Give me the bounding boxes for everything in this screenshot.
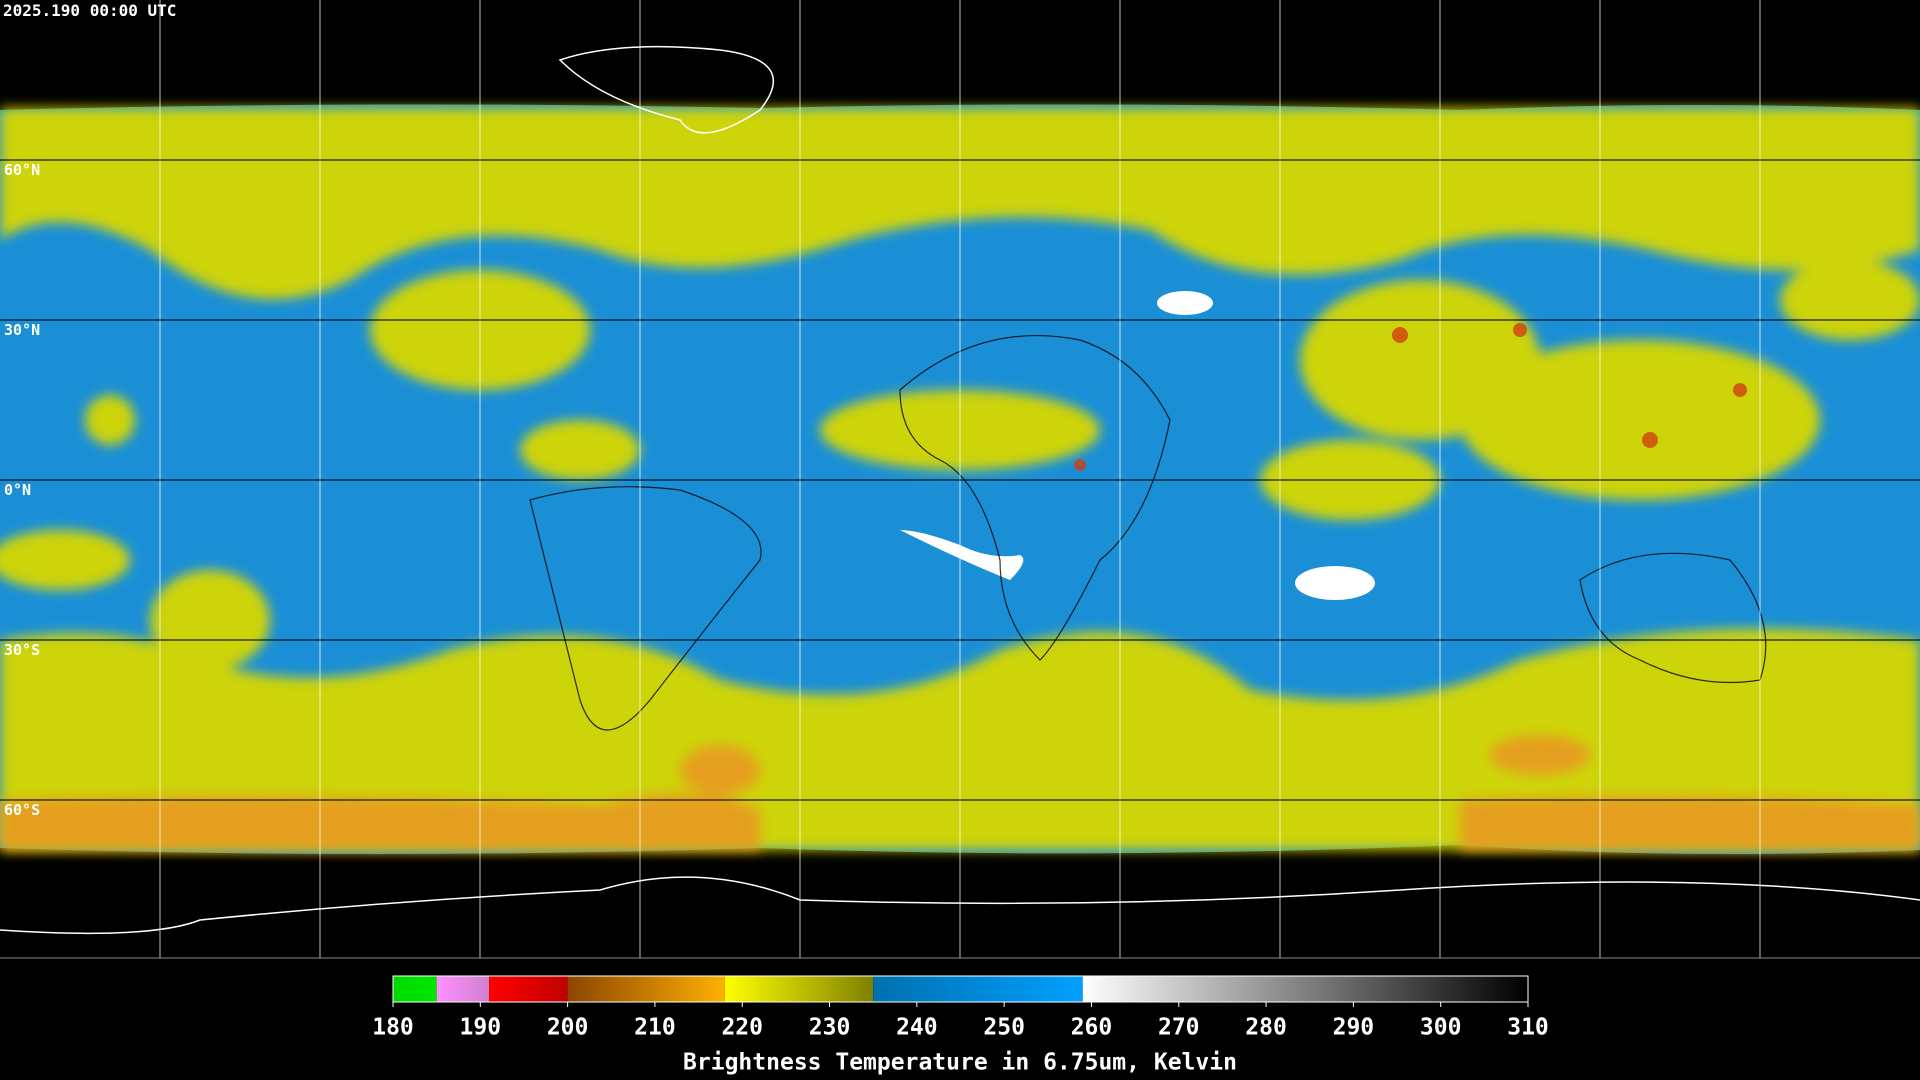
colorbar-segment [393,976,437,1002]
colorbar-label: Brightness Temperature in 6.75um, Kelvin [683,1050,1237,1076]
colorbar-tick-label: 210 [634,1015,676,1041]
colorbar-tick-label: 190 [460,1015,502,1041]
colorbar-tick-label: 260 [1071,1015,1113,1041]
latitude-label: 60°N [4,161,40,179]
latitude-label: 30°N [4,321,40,339]
latitude-label: 0°N [4,481,31,499]
colorbar-frame [392,975,1529,1003]
colorbar-segment [489,976,568,1002]
colorbar-tick-label: 270 [1158,1015,1200,1041]
colorbar-tick-label: 280 [1245,1015,1287,1041]
colorbar-tick-label: 200 [547,1015,589,1041]
colorbar-segment [724,976,874,1002]
timestamp: 2025.190 00:00 UTC [3,1,176,20]
colorbar-tick-label: 240 [896,1015,938,1041]
latitude-label: 60°S [4,801,40,819]
colorbar-tick-label: 300 [1420,1015,1462,1041]
colorbar-tick-label: 290 [1333,1015,1375,1041]
colorbar-tick-label: 310 [1507,1015,1549,1041]
colorbar-tick-label: 230 [809,1015,851,1041]
colorbar-segment [1082,976,1528,1002]
colorbar-segment [567,976,725,1002]
colorbar-tick-label: 180 [372,1015,414,1041]
colorbar-segment [436,976,490,1002]
colorbar-tick-label: 220 [721,1015,763,1041]
colorbar-segment [873,976,1083,1002]
latitude-label: 30°S [4,641,40,659]
colorbar-tick-label: 250 [983,1015,1025,1041]
